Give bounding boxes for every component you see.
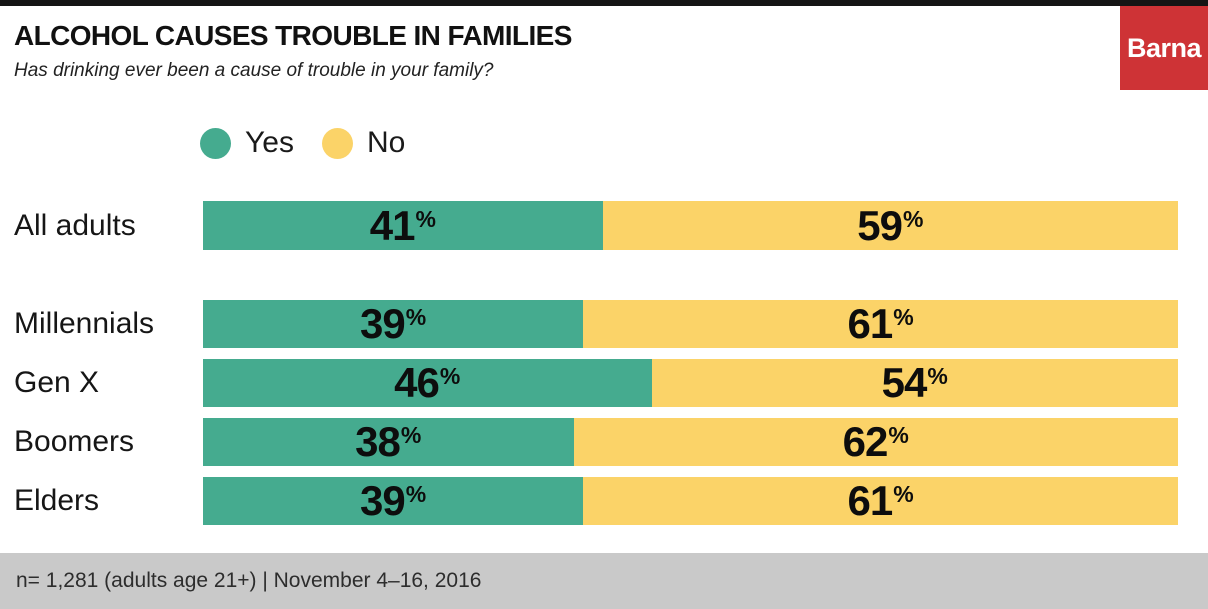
value-label: 54% — [882, 362, 948, 404]
value-suffix: % — [405, 481, 427, 507]
value-label: 41% — [369, 201, 436, 249]
value-label: 62% — [843, 421, 909, 463]
legend-item-no: No — [321, 126, 406, 160]
row-label: All adults — [14, 208, 136, 242]
value-number: 38 — [355, 418, 401, 465]
bar-segment-no: 59% — [602, 201, 1178, 250]
value-suffix: % — [893, 481, 914, 507]
row-label: Gen X — [14, 366, 100, 399]
row-label: Boomers — [14, 425, 135, 458]
value-label: 46% — [394, 362, 460, 404]
bar-segment-yes: 39% — [203, 477, 584, 525]
bar-row: Millennials 39% 61% — [0, 300, 1178, 348]
legend-item-yes: Yes — [200, 126, 294, 160]
no-swatch-icon — [321, 127, 353, 159]
value-label: 59% — [857, 201, 924, 249]
value-number: 39 — [360, 477, 406, 524]
value-suffix: % — [893, 304, 914, 330]
value-number: 61 — [847, 300, 894, 347]
stacked-bar: 46% 54% — [203, 359, 1178, 407]
stacked-bar: 38% 62% — [203, 418, 1178, 466]
bar-segment-no: 54% — [651, 359, 1178, 407]
bar-row: Gen X 46% 54% — [0, 359, 1178, 407]
value-number: 39 — [360, 300, 406, 347]
bar-chart: All adults 41% 59% Millennials 39% 61% Gen X 46… — [0, 201, 1178, 536]
bar-segment-yes: 46% — [203, 359, 652, 407]
value-suffix: % — [405, 304, 427, 330]
bar-segment-yes: 39% — [203, 300, 584, 348]
legend-label-yes: Yes — [245, 126, 294, 159]
yes-swatch-icon — [200, 127, 231, 159]
bar-segment-no: 61% — [583, 477, 1178, 525]
value-suffix: % — [439, 363, 461, 389]
value-label: 38% — [355, 421, 421, 463]
stacked-bar: 39% 61% — [203, 477, 1178, 525]
stacked-bar: 41% 59% — [203, 201, 1178, 250]
top-accent-bar — [0, 0, 1208, 6]
chart-subtitle: Has drinking ever been a cause of troubl… — [14, 60, 494, 81]
value-label: 39% — [360, 480, 426, 522]
barna-logo-text: Barna — [1126, 32, 1202, 63]
value-number: 62 — [842, 418, 889, 465]
value-number: 54 — [881, 359, 928, 406]
value-suffix: % — [415, 205, 436, 232]
chart-header: ALCOHOL CAUSES TROUBLE IN FAMILIES Has d… — [14, 20, 572, 82]
value-suffix: % — [927, 363, 948, 389]
value-suffix: % — [888, 422, 909, 448]
row-label: Elders — [14, 484, 100, 517]
value-label: 61% — [848, 480, 914, 522]
chart-title: ALCOHOL CAUSES TROUBLE IN FAMILIES — [14, 20, 572, 51]
value-number: 61 — [847, 477, 894, 524]
bar-segment-no: 61% — [583, 300, 1178, 348]
bar-row: Elders 39% 61% — [0, 477, 1178, 525]
legend: Yes No — [200, 126, 405, 160]
row-label: Millennials — [14, 307, 155, 340]
value-label: 61% — [848, 303, 914, 345]
bar-row: All adults 41% 59% — [0, 201, 1178, 250]
value-number: 46 — [394, 359, 440, 406]
value-number: 59 — [857, 201, 903, 249]
sample-note: n= 1,281 (adults age 21+) | November 4–1… — [16, 569, 482, 592]
value-number: 41 — [369, 201, 416, 249]
bar-segment-no: 62% — [573, 418, 1178, 466]
value-suffix: % — [400, 422, 422, 448]
barna-logo: Barna — [1120, 6, 1208, 90]
value-label: 39% — [360, 303, 426, 345]
legend-label-no: No — [366, 126, 406, 159]
footer-band: n= 1,281 (adults age 21+) | November 4–1… — [0, 553, 1208, 609]
value-suffix: % — [903, 205, 924, 232]
bar-segment-yes: 38% — [203, 418, 574, 466]
bar-row: Boomers 38% 62% — [0, 418, 1178, 466]
stacked-bar: 39% 61% — [203, 300, 1178, 348]
bar-segment-yes: 41% — [203, 201, 603, 250]
